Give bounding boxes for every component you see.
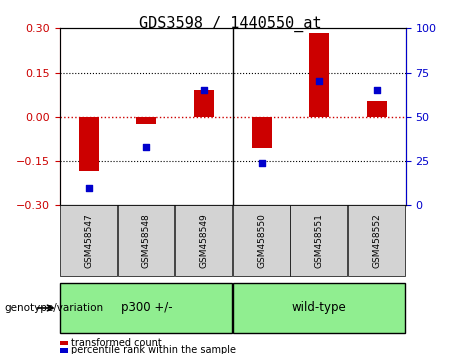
Text: GSM458547: GSM458547 <box>84 213 93 268</box>
Text: percentile rank within the sample: percentile rank within the sample <box>71 346 236 354</box>
Text: GSM458551: GSM458551 <box>315 213 324 268</box>
Text: GSM458548: GSM458548 <box>142 213 151 268</box>
Point <box>373 87 381 93</box>
Bar <box>79 117 99 171</box>
Bar <box>309 33 329 117</box>
Bar <box>136 117 156 124</box>
Text: genotype/variation: genotype/variation <box>5 303 104 313</box>
Text: p300 +/-: p300 +/- <box>121 302 172 314</box>
Point <box>85 185 92 190</box>
Bar <box>252 117 272 148</box>
Text: GDS3598 / 1440550_at: GDS3598 / 1440550_at <box>139 16 322 32</box>
Point <box>200 87 207 93</box>
Text: wild-type: wild-type <box>292 302 347 314</box>
Bar <box>367 101 387 117</box>
Text: GSM458550: GSM458550 <box>257 213 266 268</box>
Text: GSM458552: GSM458552 <box>372 213 381 268</box>
Text: transformed count: transformed count <box>71 338 162 348</box>
Point <box>258 160 266 166</box>
Bar <box>194 90 214 117</box>
Point <box>142 144 150 150</box>
Text: GSM458549: GSM458549 <box>200 213 208 268</box>
Point <box>315 79 323 84</box>
